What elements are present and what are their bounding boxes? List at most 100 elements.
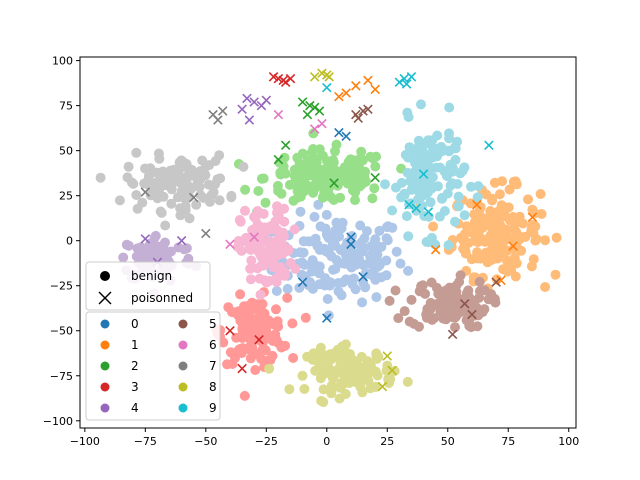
poisoned-point-class-8 (309, 72, 320, 82)
benign-point-class-3 (267, 331, 278, 342)
poisoned-point-class-2 (370, 172, 380, 183)
benign-point-class-5 (455, 270, 466, 281)
benign-point-class-2 (356, 146, 367, 157)
benign-point-class-7 (226, 192, 237, 203)
poisoned-point-class-0 (322, 313, 332, 323)
benign-point-class-8 (343, 361, 354, 372)
benign-point-class-0 (395, 258, 406, 269)
benign-point-class-2 (350, 187, 361, 198)
poisoned-point-class-2 (329, 178, 339, 188)
benign-point-class-3 (271, 304, 281, 315)
benign-point-class-3 (239, 312, 250, 323)
poisoned-point-class-0 (358, 271, 368, 282)
benign-point-class-0 (307, 255, 318, 266)
benign-point-class-1 (523, 194, 533, 205)
benign-point-class-0 (374, 225, 385, 236)
benign-point-class-6 (245, 263, 256, 274)
benign-point-class-6 (232, 242, 243, 252)
benign-point-class-0 (304, 280, 314, 291)
poisoned-point-class-3 (237, 363, 247, 374)
benign-point-class-6 (273, 210, 284, 221)
legend-poisonned-marker (98, 291, 112, 305)
poisoned-point-class-5 (491, 277, 501, 287)
poisoned-point-class-4 (249, 97, 259, 107)
benign-point-class-9 (432, 151, 442, 162)
poisoned-point-class-4 (261, 95, 272, 105)
poisoned-point-class-6 (273, 109, 284, 120)
benign-point-class-1 (511, 226, 521, 237)
benign-point-class-9 (444, 128, 454, 139)
benign-point-class-9 (450, 216, 460, 227)
benign-point-class-4 (166, 246, 176, 257)
benign-point-class-5 (426, 277, 437, 288)
benign-point-class-2 (253, 186, 264, 196)
benign-point-class-7 (155, 206, 166, 217)
benign-point-class-8 (299, 384, 310, 394)
benign-point-class-1 (494, 224, 504, 235)
poisoned-point-class-0 (346, 232, 356, 242)
benign-point-class-1 (540, 235, 551, 246)
benign-point-class-2 (280, 168, 291, 179)
benign-point-class-8 (340, 339, 351, 350)
benign-point-class-7 (152, 193, 163, 204)
benign-point-class-0 (271, 286, 282, 296)
benign-point-class-9 (402, 107, 413, 118)
benign-point-class-9 (387, 205, 398, 216)
benign-point-class-1 (456, 232, 466, 243)
benign-point-class-9 (473, 181, 484, 192)
benign-point-class-0 (383, 221, 394, 232)
benign-point-class-1 (459, 244, 470, 255)
legend-classes: 0 1 2 3 4 5 6 7 8 9 (100, 317, 217, 415)
poisoned-point-class-7 (201, 228, 211, 239)
poisoned-point-class-9 (484, 140, 494, 151)
benign-point-class-2 (350, 195, 360, 206)
benign-point-class-7 (192, 172, 202, 182)
benign-point-class-7 (208, 187, 219, 198)
benign-point-class-3 (235, 289, 246, 300)
benign-point-class-5 (447, 289, 458, 300)
benign-point-class-7 (114, 195, 125, 206)
poisoned-point-class-8 (382, 351, 393, 361)
legend-class-4-marker (100, 403, 110, 413)
benign-point-class-9 (402, 167, 413, 178)
benign-point-class-0 (331, 255, 342, 265)
legend-class-7-marker (178, 361, 188, 371)
poisoned-point-class-4 (176, 235, 187, 246)
benign-point-class-6 (290, 263, 301, 274)
benign-point-class-8 (307, 352, 318, 363)
benign-point-class-1 (472, 253, 483, 264)
x-tick-label: −75 (134, 435, 157, 448)
legend-class-5-marker (178, 319, 188, 329)
legend-class-3-label: 3 (131, 380, 139, 394)
benign-point-class-1 (473, 236, 484, 247)
benign-point-class-0 (321, 209, 332, 220)
poisoned-point-class-1 (370, 84, 380, 95)
benign-point-class-1 (504, 184, 515, 195)
benign-point-class-8 (402, 376, 413, 387)
benign-point-class-2 (240, 184, 251, 195)
benign-point-class-9 (399, 190, 410, 201)
poisoned-point-class-1 (527, 212, 538, 223)
benign-point-class-9 (448, 163, 459, 174)
legend-box-markers (85, 261, 211, 311)
benign-point-class-7 (131, 147, 142, 158)
legend-poisonned-label: poisonned (131, 291, 193, 305)
benign-point-class-9 (425, 197, 436, 208)
poisoned-point-class-2 (273, 154, 284, 165)
benign-point-class-7 (184, 213, 195, 224)
benign-point-class-3 (250, 365, 261, 375)
benign-point-class-7 (238, 161, 249, 172)
poisoned-point-class-9 (394, 77, 405, 87)
legend-class-6-label: 6 (209, 338, 217, 352)
benign-point-class-2 (345, 154, 356, 165)
poisoned-point-class-7 (217, 106, 228, 116)
benign-point-class-0 (296, 269, 307, 280)
poisoned-point-class-6 (309, 124, 320, 134)
benign-point-class-3 (233, 345, 244, 355)
legend-class-8-label: 8 (209, 380, 217, 394)
benign-point-class-5 (420, 288, 431, 299)
benign-point-class-0 (330, 264, 341, 274)
poisoned-point-class-1 (430, 244, 441, 255)
benign-point-class-8 (336, 378, 347, 388)
poisoned-point-class-3 (280, 77, 291, 87)
